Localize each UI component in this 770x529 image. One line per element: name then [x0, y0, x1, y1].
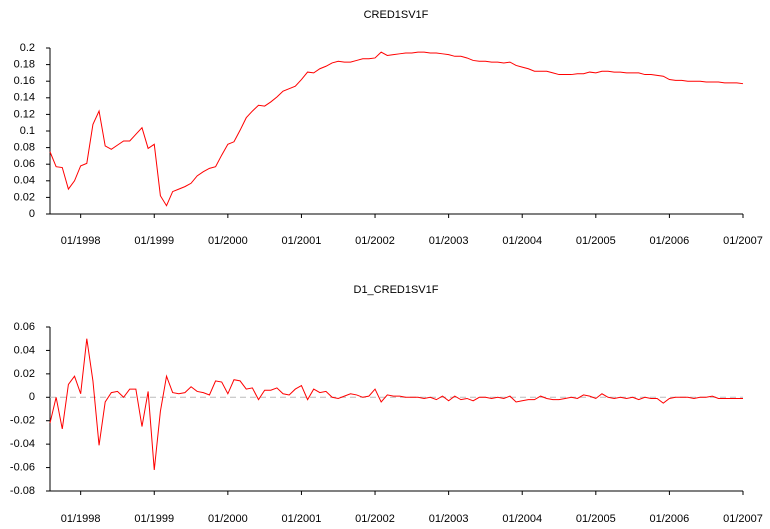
y-tick-label: 0.08 [14, 142, 35, 154]
y-tick-label: -0.08 [10, 485, 35, 497]
y-tick-label: 0.04 [14, 175, 35, 187]
x-tick-label: 01/2003 [429, 513, 469, 525]
y-tick-label: 0.14 [14, 92, 35, 104]
y-tick-label: 0.18 [14, 59, 35, 71]
chart-title: CRED1SV1F [364, 9, 429, 21]
x-tick-label: 01/2007 [723, 235, 763, 247]
x-tick-label: 01/1999 [134, 513, 174, 525]
x-tick-label: 01/2002 [355, 235, 395, 247]
x-tick-label: 01/2002 [355, 513, 395, 525]
x-tick-label: 01/2006 [650, 235, 690, 247]
x-tick-label: 01/2004 [502, 235, 542, 247]
y-tick-label: 0.16 [14, 75, 35, 87]
x-tick-label: 01/2006 [650, 513, 690, 525]
x-tick-label: 01/2005 [576, 513, 616, 525]
x-tick-label: 01/2001 [282, 513, 322, 525]
y-tick-label: -0.04 [10, 438, 35, 450]
y-tick-label: 0.04 [14, 344, 35, 356]
y-tick-label: 0.12 [14, 108, 35, 120]
x-tick-label: 01/2005 [576, 235, 616, 247]
y-tick-label: 0.2 [20, 42, 35, 54]
y-tick-label: 0 [29, 208, 35, 220]
data-line [49, 51, 744, 207]
x-tick-label: 01/1999 [134, 235, 174, 247]
y-tick-label: -0.02 [10, 415, 35, 427]
data-line [49, 338, 743, 470]
x-tick-label: 01/1998 [61, 235, 101, 247]
x-tick-label: 01/2003 [429, 235, 469, 247]
y-tick-label: 0.1 [20, 125, 35, 137]
y-tick-label: 0.02 [14, 191, 35, 203]
y-tick-label: -0.06 [10, 461, 35, 473]
y-tick-label: 0 [29, 391, 35, 403]
y-tick-label: 0.06 [14, 158, 35, 170]
y-tick-label: 0.06 [14, 321, 35, 333]
y-tick-label: 0.02 [14, 368, 35, 380]
x-tick-label: 01/2001 [282, 235, 322, 247]
x-tick-label: 01/1998 [61, 513, 101, 525]
x-tick-label: 01/2007 [723, 513, 763, 525]
x-tick-label: 01/2004 [502, 513, 542, 525]
x-tick-label: 01/2000 [208, 513, 248, 525]
x-tick-label: 01/2000 [208, 235, 248, 247]
chart-title: D1_CRED1SV1F [354, 284, 439, 296]
